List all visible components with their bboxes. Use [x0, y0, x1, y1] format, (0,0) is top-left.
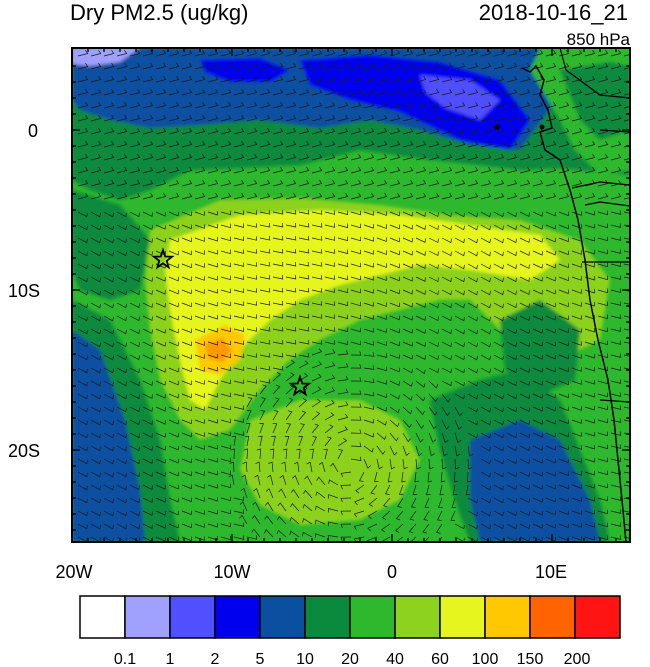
colorbar-label: 150 [517, 651, 544, 667]
coastline [521, 48, 630, 542]
plot-frame [71, 47, 631, 543]
colorbar-label: 0.1 [114, 651, 136, 667]
colorbar-label: 20 [341, 651, 359, 667]
colorbar-swatch [304, 595, 351, 639]
colorbar-label: 1 [166, 651, 175, 667]
map-datetime: 2018-10-16_21 [478, 0, 628, 25]
x-tick-label: 0 [387, 562, 397, 582]
x-tick-label: 20W [55, 562, 92, 582]
colorbar-swatch [349, 595, 396, 639]
island-markers [494, 124, 545, 130]
map-title: Dry PM2.5 (ug/kg) [70, 0, 249, 25]
colorbar-label: 100 [472, 651, 499, 667]
axis-ticks [71, 48, 630, 542]
colorbar-swatch [439, 595, 486, 639]
x-axis-labels: 20W 10W 0 10E [55, 562, 567, 582]
colorbar [79, 595, 621, 639]
colorbar-label: 40 [386, 651, 404, 667]
colorbar-swatch [529, 595, 576, 639]
colorbar-swatch [169, 595, 216, 639]
colorbar-swatch [214, 595, 261, 639]
colorbar-swatch [259, 595, 306, 639]
colorbar-swatch [124, 595, 171, 639]
y-tick-label: 10S [8, 281, 40, 301]
star-icon [288, 374, 312, 397]
y-axis-labels: 0 10S 20S [8, 121, 40, 461]
star-icon [151, 247, 175, 270]
colorbar-swatch [574, 595, 621, 639]
colorbar-label: 10 [296, 651, 314, 667]
wind-barbs-layer [77, 50, 630, 542]
y-tick-label: 0 [28, 121, 38, 141]
x-tick-label: 10E [535, 562, 567, 582]
colorbar-labels: 0.1 1 2 5 10 20 40 60 100 150 200 [114, 651, 591, 667]
colorbar-label: 60 [431, 651, 449, 667]
colorbar-swatch [394, 595, 441, 639]
colorbar-label: 5 [256, 651, 265, 667]
pressure-level-label: 850 hPa [566, 30, 630, 49]
colorbar-label: 2 [211, 651, 220, 667]
colorbar-swatch [79, 595, 126, 639]
colorbar-label: 200 [564, 651, 591, 667]
x-tick-label: 10W [213, 562, 250, 582]
y-tick-label: 20S [8, 441, 40, 461]
colorbar-swatch [484, 595, 531, 639]
pm25-concentration-field [72, 48, 630, 542]
